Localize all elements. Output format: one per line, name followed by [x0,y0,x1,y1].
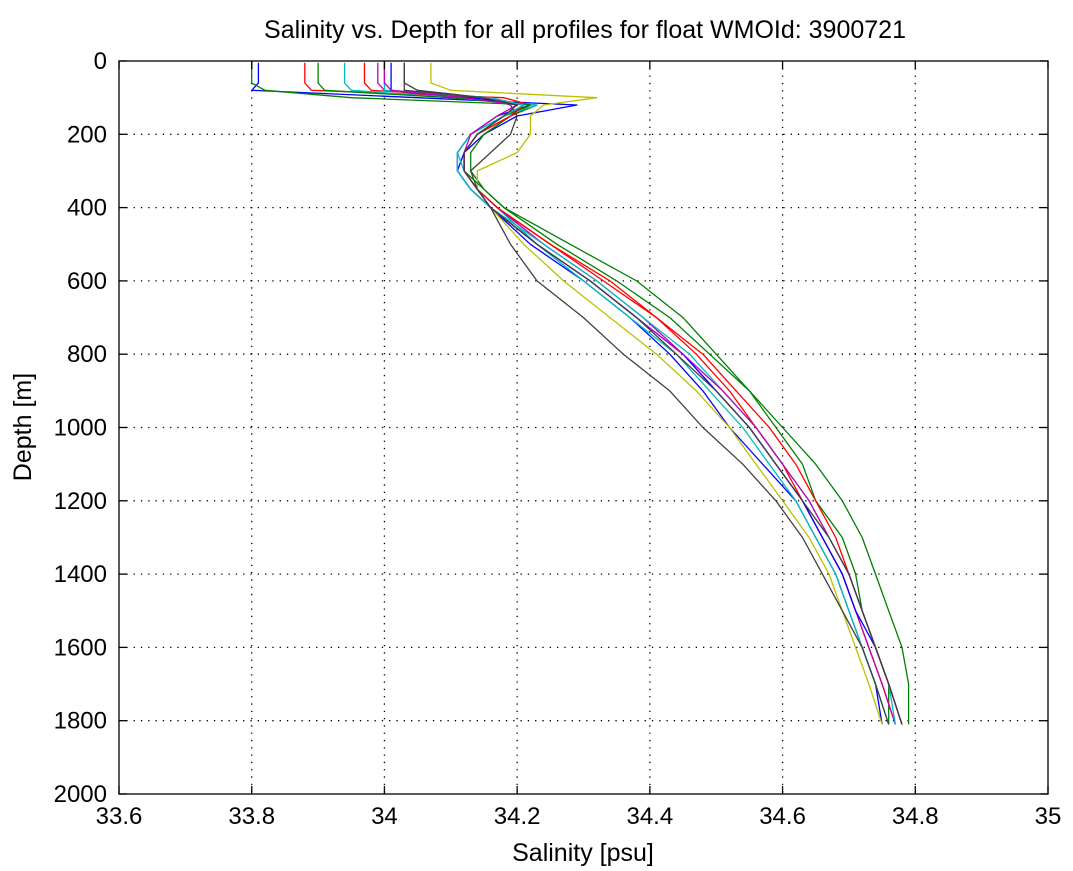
y-tick-label: 1200 [54,488,107,515]
y-tick-label: 1000 [54,415,107,442]
profile-line-7 [403,62,890,725]
profile-line-9 [317,62,910,725]
x-tick-labels: 33.6 33.8 34 34.2 34.4 34.6 34.8 35 [96,803,1062,830]
x-tick-label: 34 [371,803,398,830]
x-tick-label: 34.8 [892,803,939,830]
chart-title: Salinity vs. Depth for all profiles for … [264,16,906,44]
x-tick-label: 33.8 [228,803,275,830]
y-tick-label: 1600 [54,634,107,661]
profile-line-10 [363,62,903,725]
profile-line-3 [304,62,897,725]
y-tick-label: 0 [94,48,107,75]
x-tick-label: 33.6 [96,803,143,830]
profile-line-4 [343,62,890,725]
profile-line-12 [383,62,903,725]
ticks [118,60,1049,795]
y-tick-label: 1800 [54,708,107,735]
profile-line-5 [377,62,897,725]
profiles [251,62,910,725]
x-tick-label: 34.4 [626,803,673,830]
x-tick-label: 34.6 [759,803,806,830]
profile-line-2 [251,62,890,725]
x-axis-label: Salinity [psu] [512,839,654,867]
y-tick-label: 200 [67,121,107,148]
y-tick-label: 2000 [54,781,107,808]
profile-line-13 [403,62,903,725]
profile-line-1 [251,62,883,725]
y-tick-label: 1400 [54,561,107,588]
y-tick-label: 400 [67,195,107,222]
y-axis-label: Depth [m] [9,373,37,481]
profile-line-6 [430,62,883,725]
y-tick-label: 800 [67,341,107,368]
x-tick-label: 34.2 [494,803,541,830]
y-tick-labels: 0 200 400 600 800 1000 1200 1400 1600 1800 2000 [54,48,107,808]
grid [119,61,1048,794]
profile-line-8 [390,62,903,725]
x-tick-label: 35 [1035,803,1062,830]
y-tick-label: 600 [67,268,107,295]
